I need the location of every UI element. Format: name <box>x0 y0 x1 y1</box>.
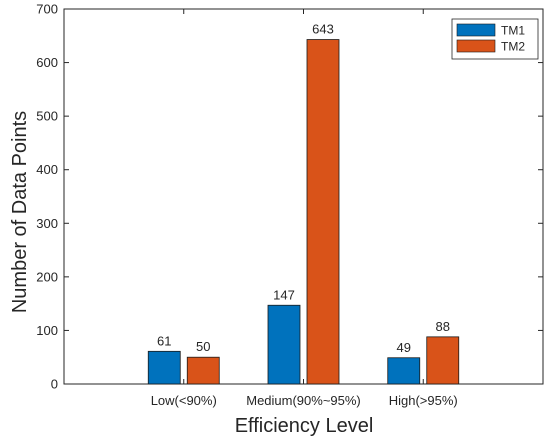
bar-tm1 <box>387 357 421 385</box>
bar-tm2 <box>186 356 220 385</box>
x-tick-label: High(>95%) <box>389 393 458 408</box>
data-label-tm1: 147 <box>273 287 295 302</box>
x-tick-label: Low(<90%) <box>151 393 217 408</box>
y-tick-label: 700 <box>36 2 58 17</box>
axes-frame <box>63 8 544 385</box>
legend-swatch-tm1 <box>456 23 496 37</box>
data-label-tm2: 643 <box>312 22 334 37</box>
y-tick-label: 0 <box>51 377 58 392</box>
y-tick-label: 200 <box>36 269 58 284</box>
legend-label-tm1: TM1 <box>501 24 525 38</box>
bar-tm1 <box>147 350 181 385</box>
y-tick-label: 300 <box>36 216 58 231</box>
y-tick-label: 500 <box>36 109 58 124</box>
data-label-tm1: 61 <box>157 333 171 348</box>
bar-tm2 <box>306 39 340 385</box>
x-tick-label: Medium(90%~95%) <box>246 393 361 408</box>
data-label-tm1: 49 <box>397 340 411 355</box>
bar-tm1 <box>267 304 301 385</box>
plot-area: 0 100 200 300 400 500 600 700 Low(<90%) 61 50 Mediu… <box>36 2 544 408</box>
y-tick-label: 600 <box>36 55 58 70</box>
legend-label-tm2: TM2 <box>501 40 525 54</box>
y-tick-label: 100 <box>36 323 58 338</box>
x-axis-label: Efficiency Level <box>235 415 374 437</box>
y-tick-label: 400 <box>36 162 58 177</box>
legend-swatch-tm2 <box>456 39 496 53</box>
y-axis-label: Number of Data Points <box>9 111 31 313</box>
bar-tm2 <box>426 336 460 385</box>
data-label-tm2: 88 <box>436 319 450 334</box>
data-label-tm2: 50 <box>196 339 210 354</box>
